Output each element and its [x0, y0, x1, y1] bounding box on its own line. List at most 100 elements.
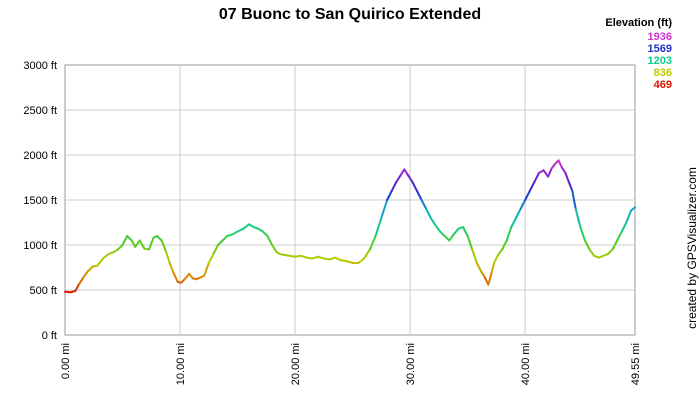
elevation-segment — [147, 236, 155, 251]
elevation-segment — [299, 254, 308, 259]
elevation-segment — [443, 235, 451, 242]
elevation-segment — [363, 248, 371, 260]
elevation-segment — [416, 190, 423, 201]
elevation-segment — [328, 256, 337, 261]
elevation-segment — [242, 223, 251, 230]
elevation-segment — [236, 227, 245, 233]
elevation-segment — [374, 217, 383, 237]
elevation-segment — [406, 173, 414, 183]
elevation-segment — [564, 172, 570, 183]
y-tick-label: 0 ft — [42, 330, 57, 342]
elevation-segment — [501, 239, 508, 251]
elevation-segment — [380, 199, 389, 219]
elevation-segment — [165, 251, 171, 264]
elevation-segment — [183, 272, 191, 281]
elevation-segment — [130, 239, 137, 248]
y-tick-label: 1500 ft — [23, 195, 57, 207]
elevation-segment — [524, 190, 531, 201]
elevation-segment — [395, 173, 402, 183]
elevation-segment — [583, 239, 591, 251]
elevation-segment — [261, 230, 269, 237]
elevation-segment — [475, 262, 483, 273]
elevation-segment — [557, 159, 563, 169]
elevation-segment — [510, 217, 517, 228]
elevation-segment — [121, 235, 129, 246]
elevation-segment — [579, 226, 586, 242]
elevation-segment — [480, 271, 486, 279]
elevation-segment — [357, 257, 366, 264]
elevation-segment — [616, 230, 623, 242]
elevation-segment — [212, 244, 219, 255]
elevation-segment — [620, 221, 628, 233]
elevation-segment — [368, 235, 377, 251]
elevation-segment — [82, 270, 90, 279]
elevation-segment — [216, 239, 224, 246]
chart-title: 07 Buonc to San Quirico Extended — [219, 6, 481, 23]
x-tick-label: 20.00 mi — [290, 343, 302, 385]
elevation-segment — [567, 181, 574, 192]
elevation-segment — [203, 262, 210, 277]
elevation-segment — [560, 166, 567, 174]
elevation-segment — [134, 239, 141, 248]
x-tick-label: 49.55 mi — [630, 343, 642, 385]
legend-entry: 1569 — [648, 43, 672, 55]
elevation-segment — [77, 276, 85, 286]
elevation-segment — [533, 172, 540, 183]
credit-text: created by GPSVisualizer.com — [685, 167, 699, 329]
x-tick-label: 30.00 mi — [405, 343, 417, 385]
y-tick-label: 2500 ft — [23, 105, 57, 117]
elevation-segment — [87, 265, 94, 273]
elevation-segment — [311, 255, 320, 260]
y-tick-label: 1000 ft — [23, 240, 57, 252]
y-axis-ticks: 0 ft 500 ft 1000 ft 1500 ft 2000 ft 2500 ft 30… — [23, 60, 57, 342]
elevation-segment — [606, 248, 614, 255]
elevation-segment — [429, 217, 437, 227]
elevation-segment — [625, 209, 632, 224]
elevation-segment — [571, 190, 577, 210]
elevation-segment — [334, 256, 343, 262]
elevation-segment — [411, 181, 419, 192]
elevation-segment — [462, 226, 469, 237]
x-tick-label: 40.00 mi — [520, 343, 532, 385]
elevation-segment — [168, 262, 175, 273]
x-tick-label: 0.00 mi — [60, 343, 72, 379]
elevation-segment — [452, 227, 460, 236]
elevation-segment — [466, 235, 474, 251]
elevation-segment — [629, 206, 636, 212]
legend-entry: 469 — [654, 79, 672, 91]
elevation-segment — [496, 248, 504, 257]
elevation-segment — [505, 226, 513, 242]
elevation-segment — [345, 260, 354, 264]
elevation-segment — [390, 181, 398, 192]
elevation-segment — [403, 168, 409, 176]
elevation-segment — [74, 283, 80, 292]
elevation-segment — [126, 235, 133, 242]
elevation-segment — [266, 235, 274, 246]
elevation-segment — [207, 253, 215, 264]
legend-title: Elevation (ft) — [605, 17, 672, 29]
elevation-segment — [487, 271, 493, 286]
elevation-segment — [574, 208, 582, 228]
elevation-segment — [172, 271, 179, 283]
legend-entry: 836 — [654, 67, 672, 79]
y-tick-label: 3000 ft — [23, 60, 57, 72]
elevation-segment — [514, 208, 522, 219]
x-tick-label: 10.00 mi — [175, 343, 187, 385]
elevation-segment — [542, 169, 550, 178]
elevation-segment — [96, 257, 104, 267]
elevation-segment — [226, 233, 234, 237]
elevation-segment — [519, 199, 527, 210]
x-axis-ticks: 0.00 mi 10.00 mi 20.00 mi 30.00 mi 40.00 mi 4… — [60, 343, 642, 385]
elevation-segment — [434, 224, 442, 233]
y-tick-label: 500 ft — [29, 285, 57, 297]
elevation-segment — [528, 181, 536, 192]
elevation-segment — [116, 244, 124, 251]
elevation-segment — [317, 255, 325, 260]
elevation-segment — [138, 239, 146, 250]
elevation-segment — [490, 262, 496, 273]
elevation-segment — [611, 239, 619, 251]
elevation-segment — [156, 235, 163, 242]
elevation-segment — [439, 230, 446, 237]
